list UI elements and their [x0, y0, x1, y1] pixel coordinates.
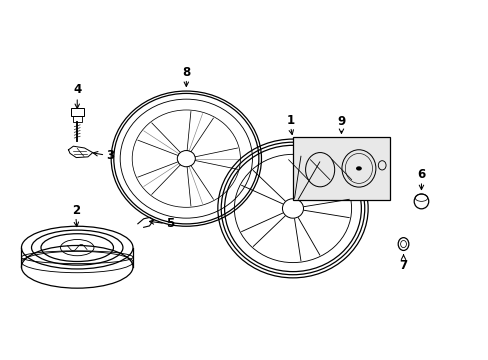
Text: 4: 4: [73, 84, 81, 96]
Text: 3: 3: [106, 149, 114, 162]
Text: 5: 5: [165, 217, 174, 230]
Text: 7: 7: [399, 259, 407, 272]
Circle shape: [355, 166, 361, 171]
Bar: [71, 108, 83, 116]
Bar: [292, 137, 389, 199]
Text: 1: 1: [286, 114, 294, 127]
Bar: [73, 116, 81, 122]
Text: 6: 6: [416, 168, 425, 181]
Text: 9: 9: [337, 116, 345, 129]
Text: 8: 8: [182, 66, 190, 78]
Text: 2: 2: [72, 204, 80, 217]
